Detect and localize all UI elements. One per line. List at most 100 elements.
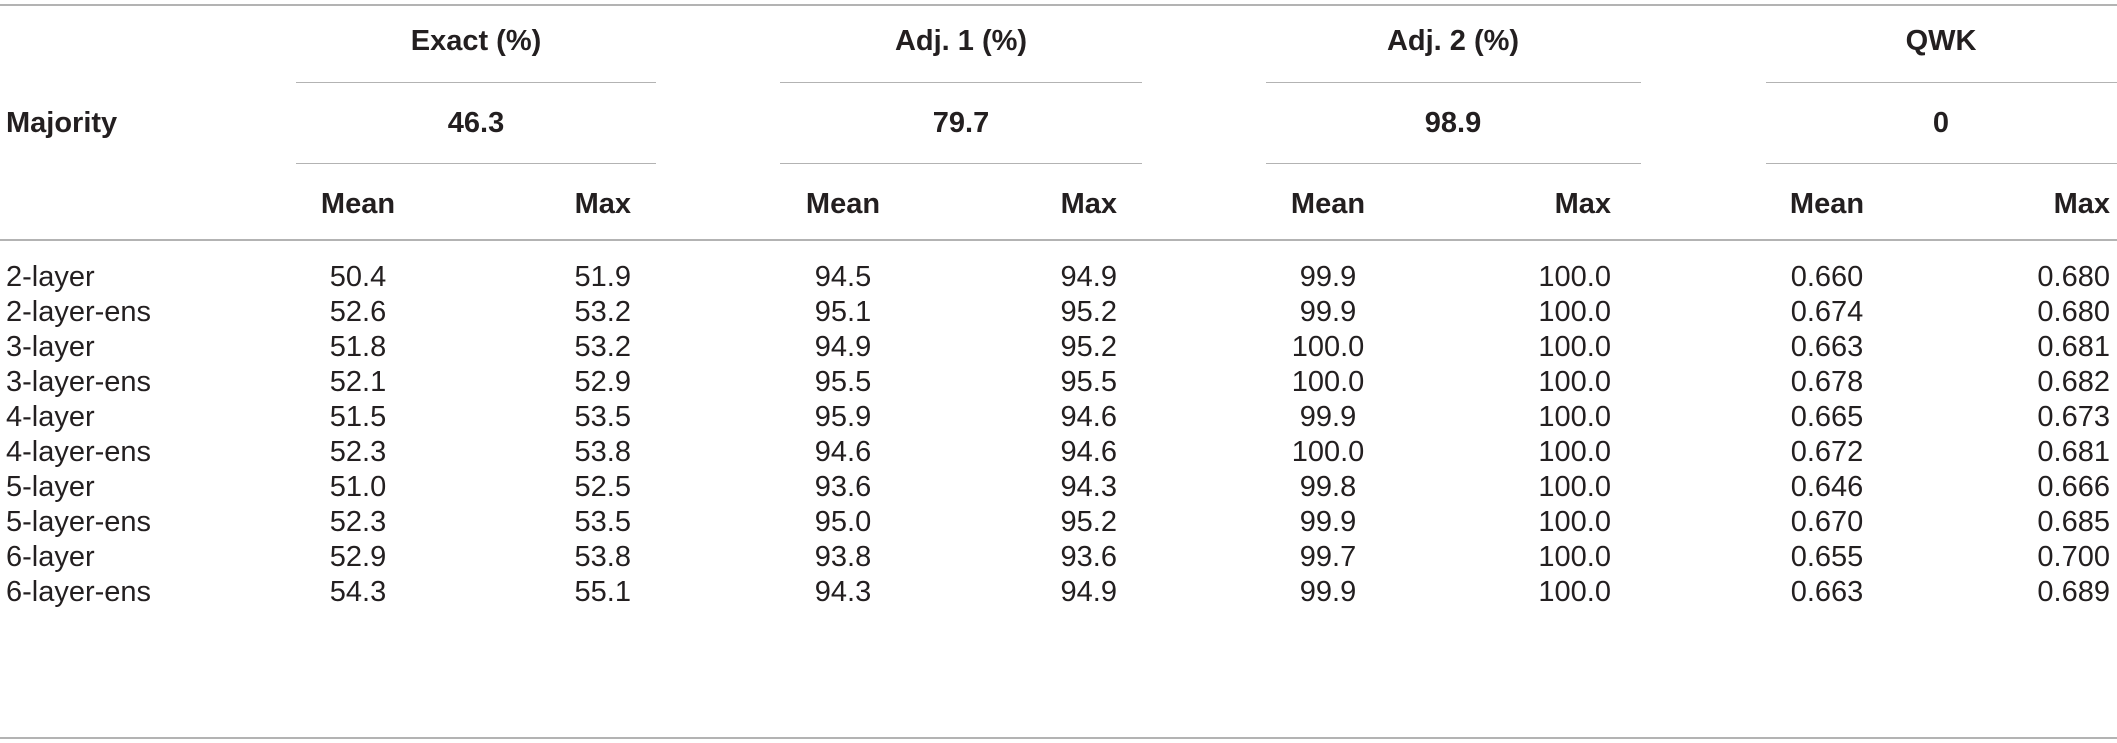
- cell-adj2-mean: 99.9: [1299, 401, 1357, 433]
- cell-adj1-max: 94.6: [1060, 436, 1117, 468]
- cell-qwk-mean: 0.663: [1790, 331, 1864, 363]
- row-label: 3-layer-ens: [6, 366, 152, 398]
- cell-exact-max: 53.2: [574, 296, 631, 328]
- cell-adj2-mean: 99.8: [1299, 471, 1357, 503]
- cell-adj1-max: 95.2: [1060, 296, 1117, 328]
- cell-adj1-mean: 95.1: [814, 296, 872, 328]
- cell-adj2-mean: 99.9: [1299, 506, 1357, 538]
- cell-adj2-mean: 100.0: [1291, 436, 1365, 468]
- cell-exact-mean: 51.8: [329, 331, 387, 363]
- cell-qwk-mean: 0.663: [1790, 576, 1864, 608]
- cell-adj1-max: 94.3: [1060, 471, 1117, 503]
- cell-qwk-max: 0.666: [2037, 471, 2110, 503]
- cell-qwk-max: 0.680: [2037, 261, 2110, 293]
- table-bottom-rule: [0, 737, 2117, 739]
- cell-adj1-mean: 93.6: [814, 471, 872, 503]
- row-label: 6-layer: [6, 541, 95, 573]
- subheader-adj2-mean: Mean: [1290, 188, 1366, 220]
- cell-exact-mean: 51.0: [329, 471, 387, 503]
- group-header-adj1: Adj. 1 (%): [894, 25, 1028, 57]
- row-label: 5-layer: [6, 471, 95, 503]
- cell-adj1-max: 94.9: [1060, 261, 1117, 293]
- group-rule-qwk-1: [1766, 82, 2117, 83]
- cell-qwk-max: 0.685: [2037, 506, 2110, 538]
- cell-adj1-mean: 93.8: [814, 541, 872, 573]
- cell-adj2-mean: 99.9: [1299, 296, 1357, 328]
- group-rule-adj2-1: [1266, 82, 1641, 83]
- cell-qwk-mean: 0.665: [1790, 401, 1864, 433]
- cell-exact-max: 52.5: [574, 471, 631, 503]
- cell-adj1-mean: 95.5: [814, 366, 872, 398]
- cell-adj1-mean: 94.9: [814, 331, 872, 363]
- majority-adj2: 98.9: [1424, 107, 1482, 139]
- cell-qwk-mean: 0.678: [1790, 366, 1864, 398]
- cell-exact-mean: 52.1: [329, 366, 387, 398]
- cell-adj1-max: 93.6: [1060, 541, 1117, 573]
- cell-qwk-mean: 0.660: [1790, 261, 1864, 293]
- cell-adj1-mean: 94.6: [814, 436, 872, 468]
- cell-adj2-mean: 100.0: [1291, 331, 1365, 363]
- cell-adj1-mean: 94.5: [814, 261, 872, 293]
- cell-qwk-mean: 0.646: [1790, 471, 1864, 503]
- row-label: 2-layer: [6, 261, 95, 293]
- cell-exact-max: 53.5: [574, 506, 631, 538]
- cell-exact-max: 53.2: [574, 331, 631, 363]
- row-label: 4-layer-ens: [6, 436, 152, 468]
- group-rule-exact-2: [296, 163, 656, 164]
- cell-exact-mean: 52.6: [329, 296, 387, 328]
- cell-exact-mean: 52.9: [329, 541, 387, 573]
- row-label: 5-layer-ens: [6, 506, 152, 538]
- cell-qwk-max: 0.682: [2037, 366, 2110, 398]
- cell-adj2-max: 100.0: [1538, 366, 1611, 398]
- cell-adj2-mean: 100.0: [1291, 366, 1365, 398]
- group-header-qwk: QWK: [1905, 25, 1977, 57]
- majority-qwk: 0: [1932, 107, 1950, 139]
- cell-adj2-max: 100.0: [1538, 436, 1611, 468]
- cell-adj1-max: 95.5: [1060, 366, 1117, 398]
- header-bottom-rule: [0, 239, 2117, 241]
- row-label: 3-layer: [6, 331, 95, 363]
- cell-exact-mean: 50.4: [329, 261, 387, 293]
- subheader-qwk-max: Max: [2053, 188, 2110, 220]
- cell-exact-max: 53.8: [574, 436, 631, 468]
- row-label: 4-layer: [6, 401, 95, 433]
- cell-exact-max: 53.8: [574, 541, 631, 573]
- cell-adj2-mean: 99.7: [1299, 541, 1357, 573]
- majority-exact: 46.3: [447, 107, 505, 139]
- cell-exact-mean: 52.3: [329, 436, 387, 468]
- cell-qwk-max: 0.673: [2037, 401, 2110, 433]
- cell-qwk-max: 0.681: [2037, 331, 2110, 363]
- cell-adj1-max: 94.6: [1060, 401, 1117, 433]
- cell-exact-max: 53.5: [574, 401, 631, 433]
- majority-adj1: 79.7: [932, 107, 990, 139]
- cell-qwk-max: 0.689: [2037, 576, 2110, 608]
- cell-exact-max: 52.9: [574, 366, 631, 398]
- cell-qwk-mean: 0.655: [1790, 541, 1864, 573]
- cell-exact-mean: 52.3: [329, 506, 387, 538]
- cell-adj2-mean: 99.9: [1299, 576, 1357, 608]
- subheader-qwk-mean: Mean: [1789, 188, 1865, 220]
- cell-qwk-mean: 0.674: [1790, 296, 1864, 328]
- cell-qwk-max: 0.700: [2037, 541, 2110, 573]
- cell-adj2-max: 100.0: [1538, 471, 1611, 503]
- cell-adj1-max: 94.9: [1060, 576, 1117, 608]
- group-rule-exact-1: [296, 82, 656, 83]
- cell-adj2-max: 100.0: [1538, 331, 1611, 363]
- cell-adj2-max: 100.0: [1538, 296, 1611, 328]
- cell-qwk-mean: 0.670: [1790, 506, 1864, 538]
- cell-adj2-max: 100.0: [1538, 576, 1611, 608]
- group-rule-adj2-2: [1266, 163, 1641, 164]
- subheader-exact-mean: Mean: [320, 188, 396, 220]
- cell-adj2-max: 100.0: [1538, 541, 1611, 573]
- table-top-rule: [0, 4, 2117, 6]
- subheader-adj1-mean: Mean: [805, 188, 881, 220]
- cell-adj1-max: 95.2: [1060, 331, 1117, 363]
- cell-exact-mean: 51.5: [329, 401, 387, 433]
- cell-exact-mean: 54.3: [329, 576, 387, 608]
- cell-adj2-max: 100.0: [1538, 261, 1611, 293]
- cell-adj1-mean: 95.0: [814, 506, 872, 538]
- cell-adj2-max: 100.0: [1538, 401, 1611, 433]
- subheader-exact-max: Max: [574, 188, 631, 220]
- group-rule-adj1-2: [780, 163, 1142, 164]
